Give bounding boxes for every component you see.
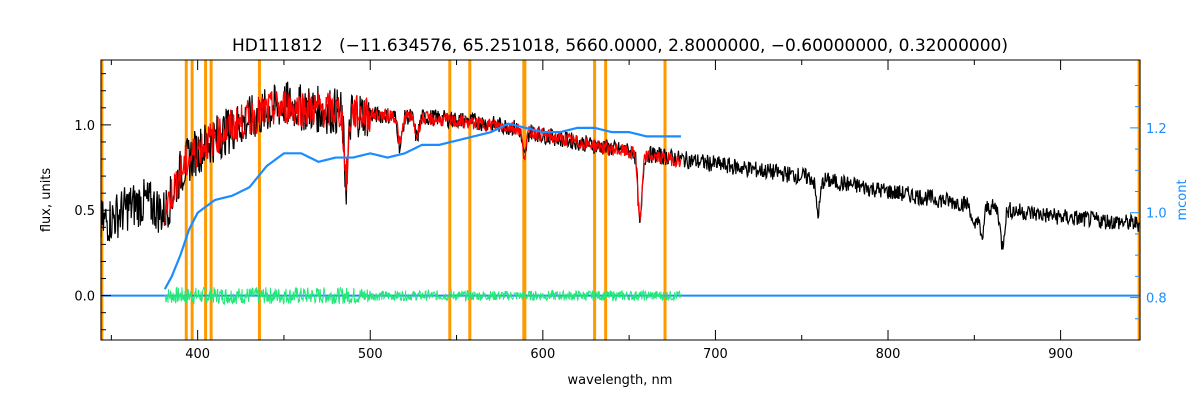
x-tick-label: 800 <box>876 347 901 362</box>
mcont-line <box>163 122 681 290</box>
y2-tick-label: 1.0 <box>1146 207 1167 222</box>
y-tick-label: 0.0 <box>74 290 95 305</box>
x-tick-label: 900 <box>1048 347 1073 362</box>
observed-flux-line <box>100 81 1140 250</box>
right-y-axis-label: mcont <box>1175 179 1190 220</box>
y-tick-label: 1.0 <box>74 119 95 134</box>
x-tick-label: 500 <box>358 347 383 362</box>
y-axis-label: flux, units <box>39 168 54 233</box>
model-fit-line <box>164 90 682 226</box>
chart-title: HD111812 (−11.634576, 65.251018, 5660.00… <box>232 36 1008 56</box>
x-tick-label: 400 <box>185 347 210 362</box>
y2-tick-label: 1.2 <box>1146 122 1167 137</box>
axes-group: 400 500 600 700 800 900 0.0 0.5 1.0 0.8 1.0 1.2 <box>74 60 1167 362</box>
residuals-line <box>164 286 682 306</box>
series-group <box>100 81 1140 306</box>
y2-tick-label: 0.8 <box>1146 292 1167 307</box>
plot-frame <box>100 59 1141 341</box>
x-tick-label: 700 <box>703 347 728 362</box>
x-tick-label: 600 <box>530 347 555 362</box>
reference-line-group <box>100 60 1141 340</box>
y-tick-label: 0.5 <box>74 204 95 219</box>
x-axis-label: wavelength, nm <box>568 373 673 388</box>
